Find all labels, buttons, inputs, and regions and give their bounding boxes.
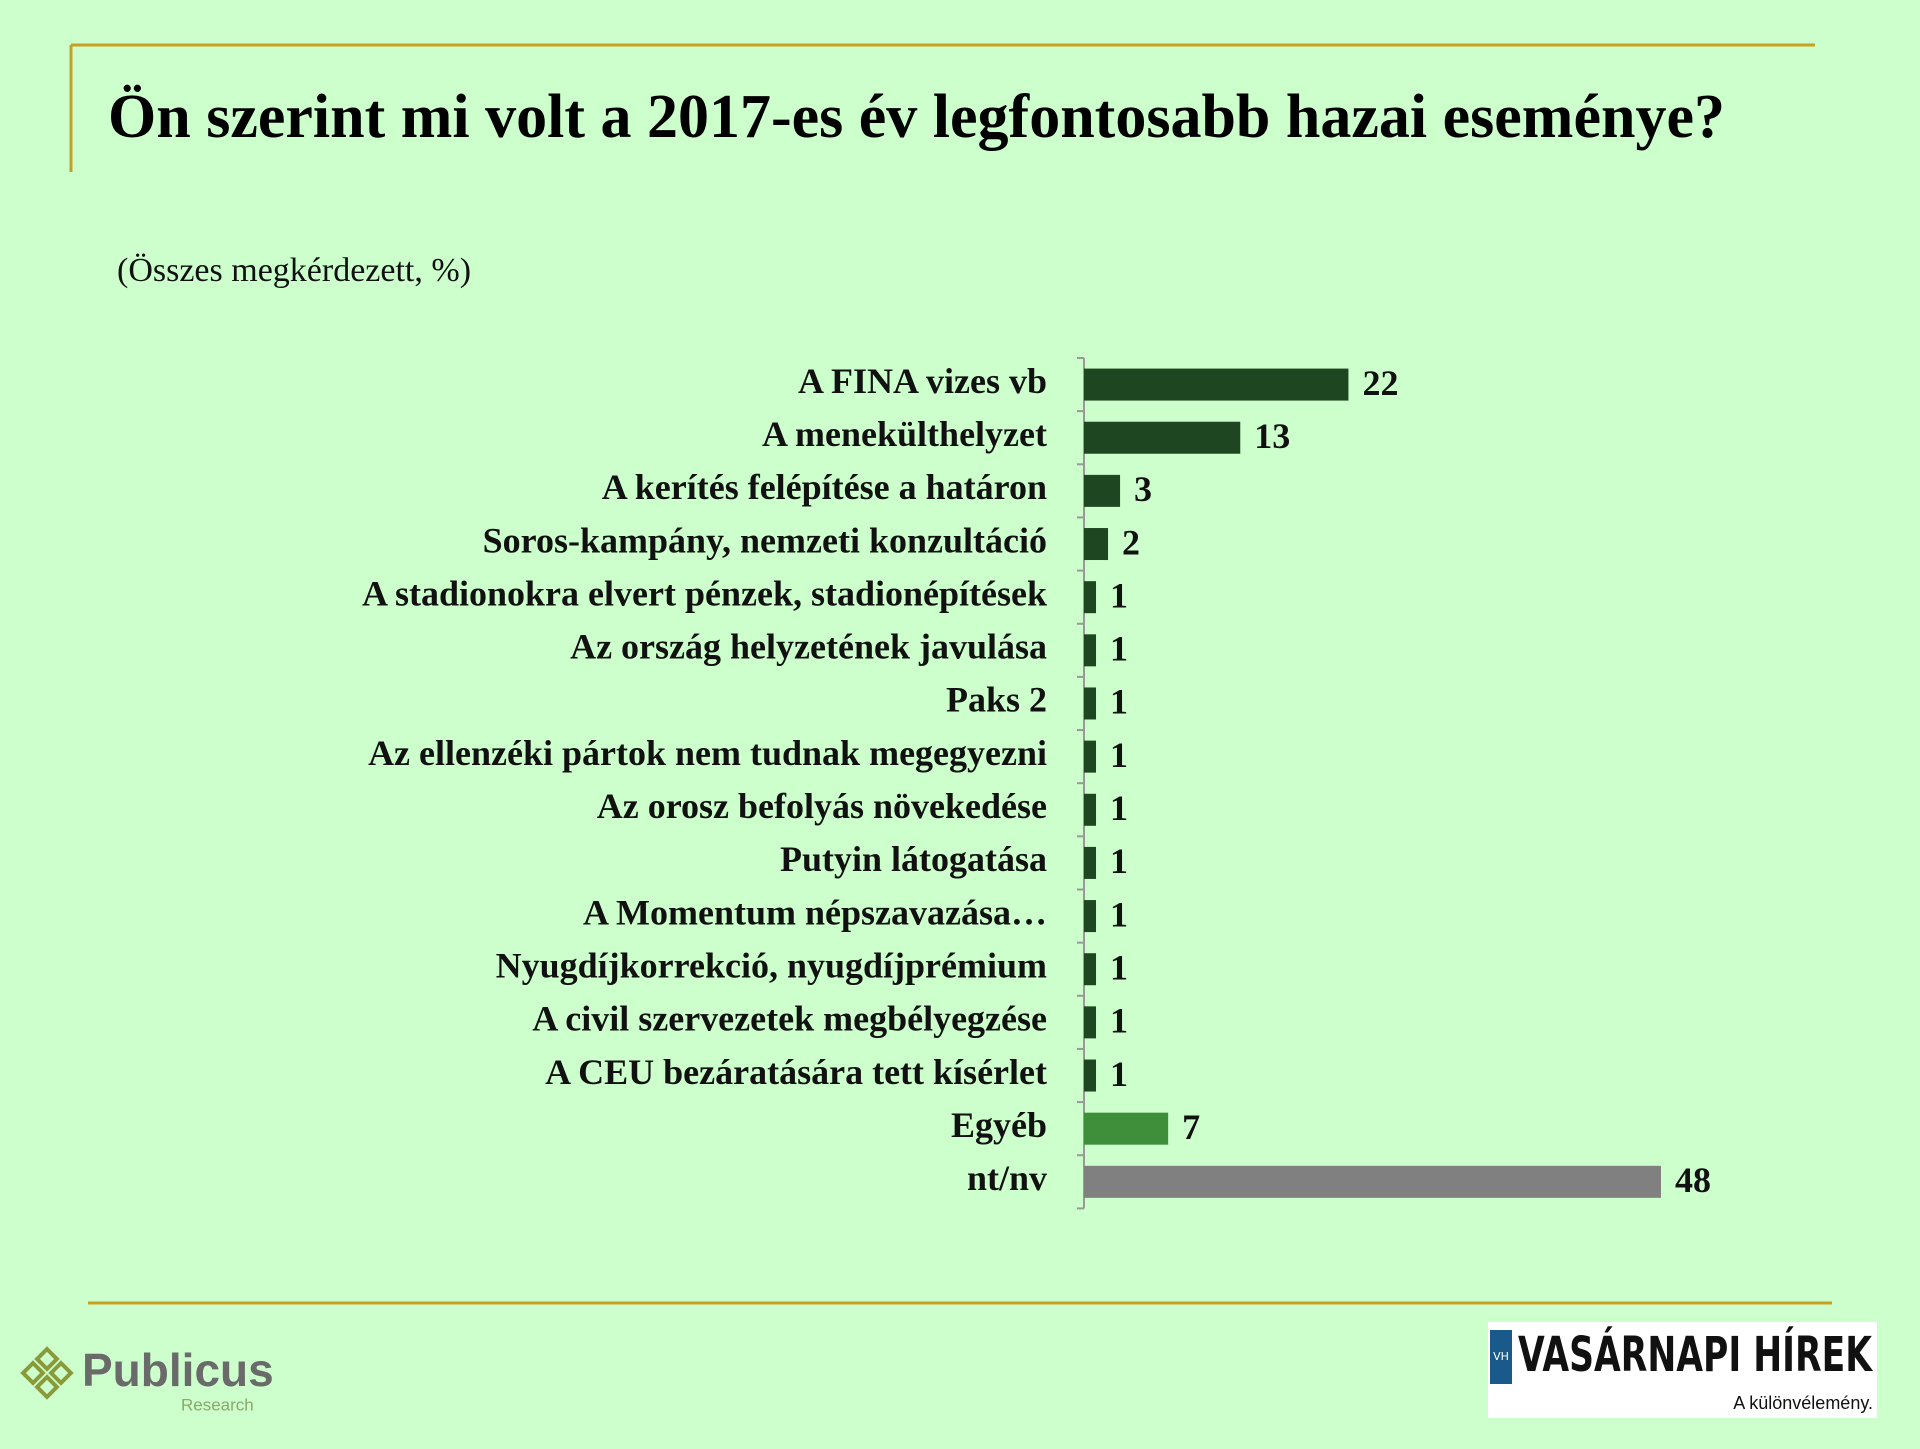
bar (1084, 846, 1097, 879)
bar (1084, 740, 1097, 773)
bar (1084, 581, 1097, 614)
bar (1084, 900, 1097, 933)
logo-box (1488, 1322, 1877, 1418)
publicus-logo: Publicus Research (20, 1344, 274, 1414)
logo-badge-text: VH (1493, 1350, 1509, 1363)
value-label: 22 (1362, 363, 1398, 403)
category-label: Az ország helyzetének javulása (570, 627, 1047, 667)
category-label: Paks 2 (946, 680, 1047, 720)
category-label: Nyugdíjkorrekció, nyugdíjprémium (496, 945, 1047, 985)
category-label: A kerítés felépítése a határon (602, 467, 1047, 507)
logo-diamond (34, 1346, 60, 1372)
category-label: Az ellenzéki pártok nem tudnak megegyezn… (368, 733, 1047, 773)
logo-diamond (48, 1360, 74, 1386)
value-label: 1 (1110, 735, 1128, 775)
category-label: A menekülthelyzet (762, 414, 1047, 454)
category-label: nt/nv (967, 1158, 1047, 1198)
bar (1084, 1165, 1661, 1198)
bar (1084, 634, 1097, 667)
bar (1084, 793, 1097, 826)
value-label: 1 (1110, 841, 1128, 881)
value-label: 2 (1122, 522, 1140, 562)
category-label: Soros-kampány, nemzeti konzultáció (483, 520, 1047, 560)
bar (1084, 474, 1121, 507)
logo-diamond (20, 1360, 46, 1386)
logo-badge (1490, 1330, 1512, 1384)
value-label: 13 (1254, 416, 1290, 456)
bar (1084, 953, 1097, 986)
bar (1084, 1059, 1097, 1092)
value-label: 3 (1134, 469, 1152, 509)
value-label: 1 (1110, 629, 1128, 669)
category-label: A civil szervezetek megbélyegzése (532, 999, 1047, 1039)
value-label: 1 (1110, 682, 1128, 722)
value-label: 1 (1110, 788, 1128, 828)
logo-tagline: A különvélemény. (1733, 1393, 1873, 1413)
logo-diamond (34, 1374, 60, 1400)
bar (1084, 687, 1097, 720)
category-label: Az orosz befolyás növekedése (597, 786, 1047, 826)
category-label: Egyéb (951, 1105, 1047, 1145)
bar (1084, 528, 1109, 561)
category-label: A FINA vizes vb (798, 361, 1047, 401)
bar (1084, 1006, 1097, 1039)
bar (1084, 421, 1241, 454)
value-label: 1 (1110, 1001, 1128, 1041)
bar (1084, 1112, 1169, 1145)
category-label: A Momentum népszavazása… (583, 892, 1047, 932)
value-label: 1 (1110, 575, 1128, 615)
value-label: 1 (1110, 1054, 1128, 1094)
category-label: A stadionokra elvert pénzek, stadionépít… (362, 573, 1047, 613)
logo-text: Publicus (82, 1344, 274, 1396)
bar (1084, 368, 1349, 401)
value-label: 48 (1675, 1160, 1711, 1200)
chart-title: Ön szerint mi volt a 2017-es év legfonto… (108, 83, 1725, 151)
chart-subtitle: (Összes megkérdezett, %) (117, 252, 472, 289)
value-label: 7 (1182, 1107, 1200, 1147)
value-label: 1 (1110, 894, 1128, 934)
vh-logo: VH VASÁRNAPI HÍREK A különvélemény. (1488, 1322, 1877, 1418)
value-label: 1 (1110, 947, 1128, 987)
logo-subtext: Research (181, 1395, 254, 1414)
logo-text: VASÁRNAPI HÍREK (1518, 1326, 1873, 1383)
category-label: Putyin látogatása (780, 839, 1047, 879)
category-label: A CEU bezáratására tett kísérlet (545, 1052, 1047, 1092)
